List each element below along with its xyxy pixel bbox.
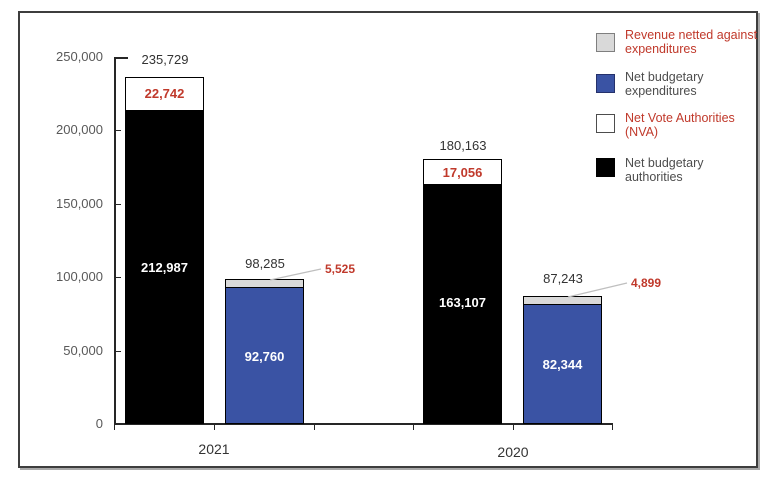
y-tick-50k	[115, 351, 121, 352]
legend-label-expenditures: Net budgetary expenditures	[625, 70, 704, 98]
callout-label-2021-revenue: 5,525	[325, 262, 356, 276]
y-tick-150k	[115, 204, 121, 205]
x-axis-line	[114, 423, 613, 425]
y-tick-label: 200,000	[56, 122, 103, 137]
bar-segment-label: 82,344	[542, 357, 583, 372]
legend-label-authorities: Net budgetary authorities	[625, 156, 704, 184]
x-tick	[513, 424, 514, 430]
bar-total-label: 87,243	[543, 271, 583, 286]
bar-segment-label: 22,742	[144, 86, 185, 101]
x-tick	[114, 424, 115, 430]
y-axis-top-tick	[114, 57, 128, 59]
bar-2020-authorities-segment	[423, 184, 502, 424]
bar-2020-expenditures-segment	[523, 304, 602, 424]
x-tick	[413, 424, 414, 430]
bar-segment-label: 212,987	[141, 260, 188, 275]
bar-total-label: 235,729	[141, 52, 189, 67]
callout-label-2020-revenue: 4,899	[631, 276, 662, 290]
legend-swatch-expenditures	[596, 74, 615, 93]
y-tick-label: 150,000	[56, 196, 103, 211]
bar-segment-label: 163,107	[439, 295, 486, 310]
y-axis-line	[114, 57, 116, 424]
y-tick-label: 250,000	[56, 49, 103, 64]
x-category-label-2021: 2021	[198, 441, 230, 457]
legend-label-revenue: Revenue netted against expenditures	[625, 28, 758, 56]
legend-label-nva: Net Vote Authorities (NVA)	[625, 111, 735, 139]
y-tick-label: 0	[95, 416, 103, 431]
legend-swatch-authorities	[596, 158, 615, 177]
x-tick	[214, 424, 215, 430]
bar-2021-authorities-segment	[125, 110, 204, 424]
bar-2021-expenditures-segment	[225, 287, 304, 424]
x-category-label-2020: 2020	[497, 444, 529, 460]
y-tick-label: 100,000	[56, 269, 103, 284]
x-tick	[612, 424, 613, 430]
bar-segment-label: 17,056	[442, 165, 483, 180]
bar-2020-nva-segment	[423, 159, 502, 185]
x-tick	[314, 424, 315, 430]
legend-swatch-revenue	[596, 33, 615, 52]
y-tick-100k	[115, 277, 121, 278]
bar-segment-label: 92,760	[244, 349, 285, 364]
bar-total-label: 98,285	[245, 256, 285, 271]
y-tick-200k	[115, 130, 121, 131]
legend-swatch-nva	[596, 114, 615, 133]
y-tick-label: 50,000	[63, 343, 103, 358]
bar-total-label: 180,163	[439, 138, 487, 153]
